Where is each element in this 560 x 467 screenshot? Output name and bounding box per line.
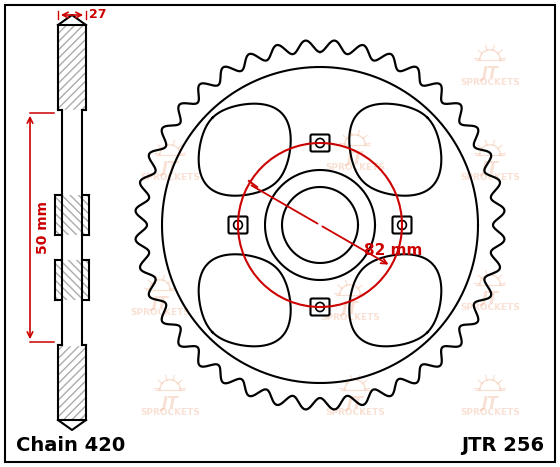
- Text: SPROCKETS: SPROCKETS: [460, 408, 520, 417]
- FancyBboxPatch shape: [310, 298, 329, 316]
- Text: SPROCKETS: SPROCKETS: [460, 303, 520, 311]
- Text: 50 mm: 50 mm: [36, 201, 50, 254]
- Text: JT: JT: [347, 151, 363, 166]
- Text: 82 mm: 82 mm: [363, 243, 422, 258]
- Text: Chain 420: Chain 420: [16, 436, 125, 455]
- Bar: [58, 345, 86, 420]
- Text: JT: JT: [342, 301, 358, 316]
- Bar: [55, 260, 89, 300]
- FancyBboxPatch shape: [393, 217, 412, 234]
- Text: JT: JT: [482, 396, 498, 411]
- Bar: [57, 25, 87, 420]
- Polygon shape: [62, 110, 82, 345]
- Ellipse shape: [316, 138, 324, 148]
- Bar: [58, 25, 86, 110]
- Text: JT: JT: [347, 396, 363, 411]
- Text: SPROCKETS: SPROCKETS: [130, 308, 190, 317]
- Polygon shape: [58, 15, 86, 25]
- Text: 27: 27: [89, 8, 106, 21]
- Text: JTR 256: JTR 256: [461, 436, 544, 455]
- Bar: [55, 195, 89, 235]
- Ellipse shape: [316, 303, 324, 311]
- Text: SPROCKETS: SPROCKETS: [140, 173, 200, 182]
- Text: SPROCKETS: SPROCKETS: [325, 408, 385, 417]
- Text: JT: JT: [482, 66, 498, 81]
- Text: SPROCKETS: SPROCKETS: [140, 408, 200, 417]
- Text: JT: JT: [162, 161, 179, 176]
- Text: JT: JT: [162, 396, 179, 411]
- FancyBboxPatch shape: [228, 217, 248, 234]
- Ellipse shape: [398, 220, 407, 230]
- Polygon shape: [58, 420, 86, 430]
- Text: JT: JT: [152, 296, 169, 311]
- Text: SPROCKETS: SPROCKETS: [460, 173, 520, 182]
- Text: JT: JT: [482, 291, 498, 306]
- Text: SPROCKETS: SPROCKETS: [325, 163, 385, 171]
- Text: SPROCKETS: SPROCKETS: [460, 78, 520, 86]
- FancyBboxPatch shape: [310, 134, 329, 151]
- Text: JT: JT: [482, 161, 498, 176]
- Ellipse shape: [234, 220, 242, 230]
- Text: SPROCKETS: SPROCKETS: [320, 312, 380, 322]
